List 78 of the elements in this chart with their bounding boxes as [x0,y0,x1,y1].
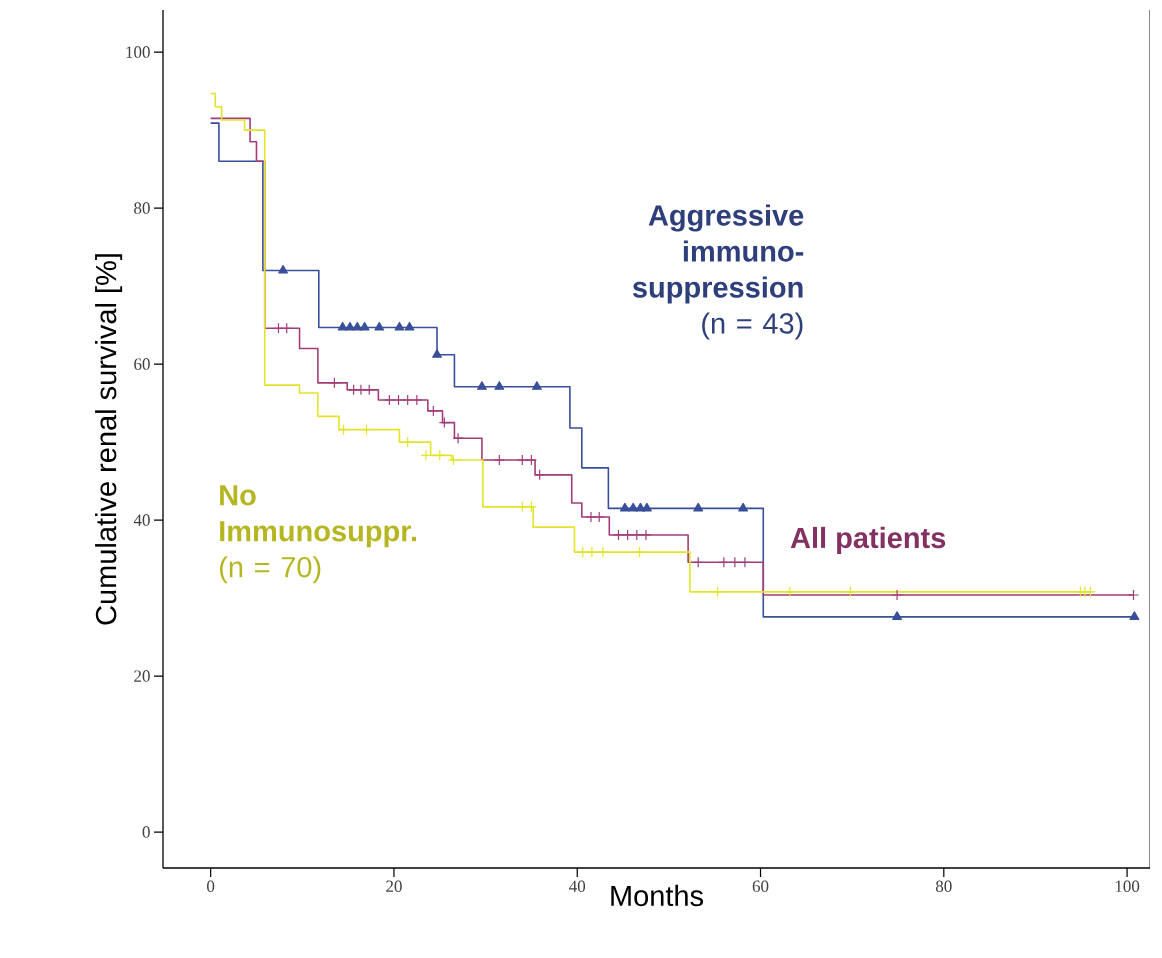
point [586,546,598,558]
point [516,454,528,466]
point [784,586,796,598]
x-tick-label: 80 [935,880,952,892]
point [427,405,439,417]
point [447,454,460,466]
point [844,586,856,598]
point [278,264,288,274]
x-tick-label: 20 [386,880,402,892]
point [281,322,293,334]
point [394,321,405,331]
y-tick-label: 100 [126,46,150,58]
x-tick-label: 0 [207,880,215,892]
point [359,321,370,331]
point [585,511,597,523]
point [619,502,630,512]
point [525,454,538,466]
point [404,321,415,331]
x-tick-label: 60 [752,880,769,892]
text: Aggressive immuno-suppression (n = 43) [632,204,804,340]
series-label: No Immunosuppr. (n = 70) [220,485,416,584]
point [622,529,634,541]
point [432,349,442,358]
y-tick-label: 60 [134,358,150,370]
x-tick-label: 40 [569,880,586,892]
point [438,417,450,429]
point [693,502,704,512]
point [392,394,405,406]
point [534,469,546,481]
point [402,436,414,448]
point [516,501,528,513]
point [892,611,902,620]
point [577,546,589,558]
series-label: All patients [790,526,946,554]
point [355,384,367,396]
point [476,381,487,390]
point [593,511,605,523]
point [729,556,741,568]
y-tick-label: 40 [133,514,150,526]
point [272,322,285,334]
point [612,529,625,541]
point [345,321,355,331]
point [531,381,542,390]
point [363,384,375,396]
y-tick-label: 80 [134,202,150,214]
point [597,546,609,558]
x-axis-title: Months [611,884,703,907]
point [718,556,730,568]
x-tick-label: 100 [1115,880,1140,892]
point [374,321,385,331]
point [383,394,395,406]
point [402,394,414,406]
point [641,502,652,512]
point [633,546,646,558]
y-axis-title: Cumulative renal survival [%] [95,254,123,625]
point [452,432,464,444]
y-tick-label: 20 [134,670,150,682]
point [494,381,505,390]
point [1129,611,1140,620]
point [360,424,373,436]
point [628,502,639,512]
point [640,529,652,541]
point [525,501,538,513]
point [692,556,704,568]
y-tick-label: 0 [142,826,150,838]
point [493,454,505,466]
point [891,589,903,601]
point [337,321,348,331]
point [434,449,446,461]
point [337,424,350,436]
point [328,377,340,389]
point [352,321,363,331]
point [1127,589,1140,601]
point [738,502,749,512]
point [631,529,643,541]
point [739,556,751,568]
point [711,586,724,598]
point [411,394,423,406]
